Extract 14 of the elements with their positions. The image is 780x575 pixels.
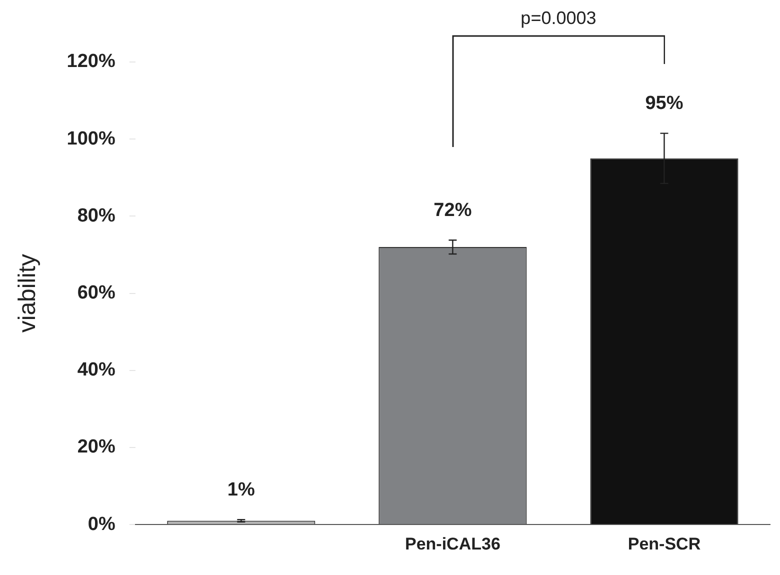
data-label: 1% [227, 479, 255, 500]
y-tick-label: 120% [66, 51, 116, 72]
y-tick-label: 100% [66, 128, 116, 150]
y-tick-label: 80% [77, 205, 116, 226]
y-tick-label: 0% [88, 514, 116, 535]
data-label: 72% [434, 200, 472, 221]
data-label: 95% [645, 93, 684, 114]
y-axis-title: viability [14, 254, 42, 333]
y-tick-label: 60% [77, 282, 116, 304]
y-tick-label: 40% [77, 360, 116, 381]
y-tick-label: 20% [77, 436, 116, 458]
x-tick-label: Pen-iCAL36 [404, 534, 500, 554]
x-tick-label: Pen-SCR [628, 534, 701, 554]
text: p=0.0003 [520, 8, 596, 28]
